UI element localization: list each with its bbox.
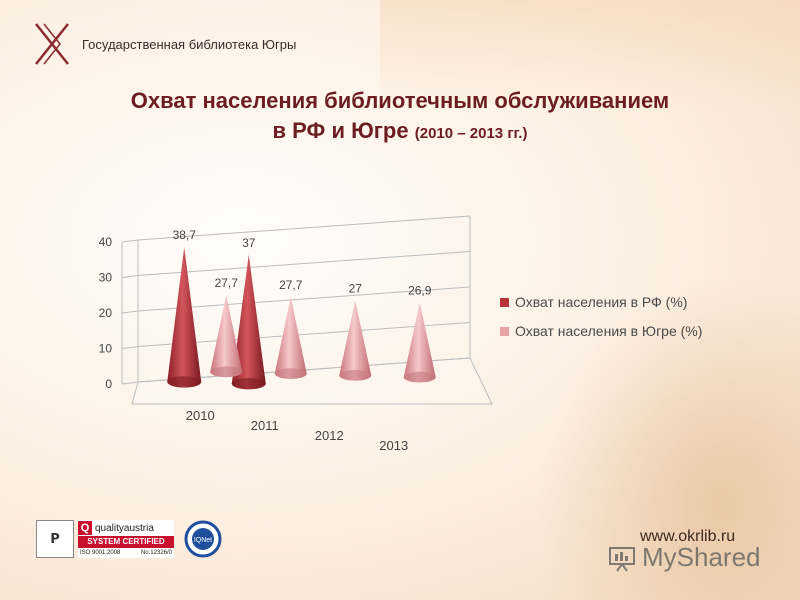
legend-item-rf: Охват населения в РФ (%): [500, 292, 710, 313]
legend-label-rf: Охват населения в РФ (%): [515, 294, 688, 310]
quality-austria-brand: Q qualityaustria: [78, 520, 174, 536]
title-line-2-sub: (2010 – 2013 гг.): [414, 125, 528, 142]
data-label: 38,7: [173, 228, 197, 242]
quality-austria-logo: Q qualityaustria SYSTEM CERTIFIED ISO 90…: [78, 520, 174, 560]
cone-rf-2010: [167, 247, 202, 388]
chart-legend: Охват населения в РФ (%) Охват населения…: [500, 292, 710, 350]
cert-logo: P: [36, 520, 74, 558]
title-line-2: в РФ и Югре (2010 – 2013 гг.): [0, 116, 800, 149]
background-decoration: [540, 280, 800, 600]
iqnet-logo-icon: IQNet: [184, 520, 222, 558]
legend-label-ugra: Охват населения в Югре (%): [515, 323, 703, 339]
quality-cert-label: SYSTEM CERTIFIED: [78, 536, 174, 548]
data-label: 26,9: [408, 284, 432, 298]
y-tick-label: 30: [99, 271, 113, 285]
y-tick-label: 40: [99, 235, 113, 249]
legend-swatch-rf: [500, 298, 509, 307]
legend-swatch-ugra: [500, 327, 509, 336]
site-url-link[interactable]: www.okrlib.ru: [640, 528, 736, 545]
data-label: 27,7: [215, 276, 239, 290]
iqnet-label: IQNet: [194, 537, 212, 544]
certification-logos: P Q qualityaustria SYSTEM CERTIFIED ISO …: [36, 520, 222, 560]
chart-marks: 38,7 37 27,7 27,7 27 26,9: [167, 228, 436, 390]
watermark: MyShared: [608, 542, 761, 573]
chart-frame: 0 10 20 30 40 2010 2011 2012 2013: [99, 215, 493, 453]
cone-ugra-2013: [403, 302, 436, 383]
x-tick-label: 2013: [379, 438, 408, 453]
data-label: 27,7: [279, 278, 303, 292]
cone-ugra-2012: [339, 300, 372, 381]
title-line-1: Охват населения библиотечным обслуживани…: [130, 88, 670, 113]
cone-ugra-2011: [274, 296, 307, 379]
data-label: 27: [349, 282, 363, 296]
watermark-text: MyShared: [642, 542, 761, 572]
y-tick-label: 0: [105, 377, 112, 391]
x-tick-label: 2011: [251, 418, 279, 433]
legend-item-ugra: Охват населения в Югре (%): [500, 321, 710, 342]
x-tick-label: 2012: [315, 428, 344, 443]
presentation-icon: [609, 546, 635, 572]
x-tick-label: 2010: [186, 408, 215, 423]
y-tick-label: 10: [99, 342, 113, 356]
data-label: 37: [242, 236, 256, 250]
cone-ugra-2010: [210, 295, 243, 378]
top-decoration: [380, 0, 800, 110]
quality-iso-line: ISO 9001:2008 No.12326/0: [78, 548, 174, 558]
title-line-2-main: в РФ и Югре: [272, 118, 409, 143]
page-title: Охват населения библиотечным обслуживани…: [0, 86, 800, 149]
y-tick-label: 20: [99, 306, 113, 320]
cone-rf-2011: [231, 254, 266, 390]
library-logo-icon: [32, 22, 72, 66]
header: Государственная библиотека Югры: [32, 22, 296, 66]
quality-q-icon: Q: [78, 521, 92, 535]
org-name: Государственная библиотека Югры: [82, 36, 297, 52]
